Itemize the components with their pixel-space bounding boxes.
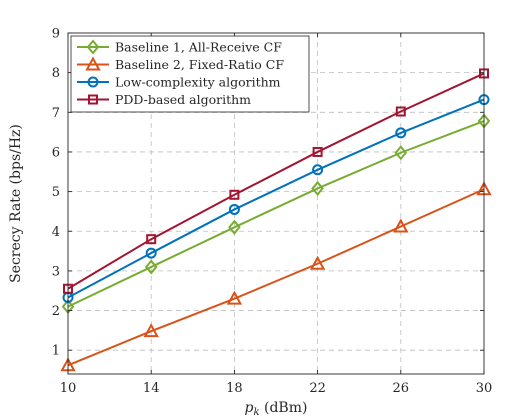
x-tick-label: 26	[393, 381, 410, 396]
x-tick-label: 30	[476, 381, 493, 396]
data-point-marker	[312, 164, 324, 176]
legend: Baseline 1, All-Receive CF Baseline 2, Fi…	[70, 35, 310, 113]
legend-marker	[85, 56, 101, 71]
data-point-marker	[309, 255, 326, 270]
x-tick-label: 18	[226, 381, 243, 396]
data-point-marker	[395, 106, 406, 117]
y-tick-label: 2	[52, 304, 60, 319]
data-point-marker	[226, 290, 243, 305]
series-diamond	[61, 113, 491, 315]
x-axis-label-unit: (dBm)	[260, 400, 308, 416]
series-line	[67, 72, 485, 290]
data-point-marker	[145, 247, 157, 259]
legend-marker	[87, 76, 99, 88]
legend-item: Low-complexity algorithm	[77, 75, 281, 90]
y-tick-label: 5	[52, 185, 60, 200]
y-tick-label: 6	[52, 145, 60, 160]
data-point-marker	[144, 259, 158, 275]
data-point-marker	[395, 127, 407, 139]
data-point-marker	[228, 203, 240, 215]
series-layer	[60, 68, 492, 372]
legend-item: Baseline 2, Fixed-Ratio CF	[77, 56, 284, 72]
legend-marker	[88, 94, 98, 105]
data-point-marker	[228, 219, 241, 235]
plot-area-frame	[67, 32, 485, 375]
x-tick-label: 10	[60, 381, 77, 396]
legend-label: Low-complexity algorithm	[115, 75, 281, 90]
x-axis-label-main: p	[245, 400, 254, 416]
y-tick-label: 4	[52, 225, 60, 240]
ticks: 10 14 18 22 26 30 1 2 3 4 5 6 7 8 9	[52, 27, 493, 397]
legend-item: Baseline 1, All-Receive CF	[77, 39, 282, 55]
y-tick-label: 1	[52, 344, 60, 359]
x-axis-label: pk (dBm)	[245, 400, 308, 418]
y-tick-label: 8	[52, 66, 60, 81]
series-line	[67, 120, 485, 308]
x-axis-label-subscript: k	[254, 407, 260, 418]
y-tick-label: 9	[52, 27, 60, 42]
legend-label: Baseline 2, Fixed-Ratio CF	[115, 57, 284, 72]
data-point-marker	[312, 146, 323, 157]
y-tick-label: 3	[52, 264, 60, 279]
data-point-marker	[311, 180, 324, 196]
series-line	[67, 98, 485, 299]
data-point-marker	[146, 234, 157, 245]
legend-box	[70, 35, 310, 113]
legend-label: Baseline 1, All-Receive CF	[115, 40, 282, 55]
x-tick-label: 22	[309, 381, 326, 396]
legend-marker	[86, 39, 100, 55]
y-axis-label: Secrecy Rate (bps/Hz)	[8, 124, 24, 283]
legend-label: PDD-based algorithm	[115, 92, 251, 107]
y-tick-label: 7	[52, 106, 60, 121]
data-point-marker	[393, 218, 409, 233]
data-point-marker	[229, 189, 240, 200]
data-point-marker	[143, 323, 159, 338]
series-triangle	[60, 181, 492, 372]
x-tick-label: 14	[143, 381, 160, 396]
data-point-marker	[394, 145, 408, 161]
legend-item: PDD-based algorithm	[77, 92, 251, 107]
series-line	[67, 188, 485, 367]
